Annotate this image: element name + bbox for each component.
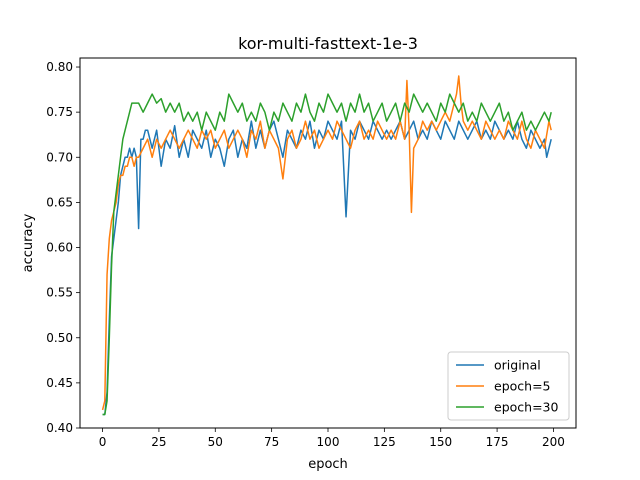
- legend-label-2: epoch=30: [494, 400, 558, 415]
- x-tick-label: 100: [317, 435, 340, 449]
- y-axis: 0.40 0.45 0.50 0.55 0.60 0.65 0.70 0.75 0.80: [46, 60, 80, 435]
- series-line-2: [102, 93, 552, 416]
- x-axis-label: epoch: [308, 457, 348, 472]
- y-tick-label: 0.80: [46, 60, 73, 74]
- y-tick-label: 0.45: [46, 376, 73, 390]
- x-tick-label: 175: [486, 435, 509, 449]
- y-tick-label: 0.40: [46, 421, 73, 435]
- y-tick-label: 0.50: [46, 331, 73, 345]
- series-layer: [101, 75, 552, 416]
- series-line-1: [101, 75, 552, 411]
- y-tick-label: 0.60: [46, 241, 73, 255]
- chart-title: kor-multi-fasttext-1e-3: [238, 34, 418, 53]
- x-tick-label: 200: [542, 435, 565, 449]
- x-tick-label: 0: [99, 435, 107, 449]
- plot-frame: [79, 57, 577, 429]
- y-tick-label: 0.75: [46, 105, 73, 119]
- legend: original epoch=5 epoch=30: [447, 351, 570, 421]
- legend-label-0: original: [494, 358, 541, 373]
- legend-label-1: epoch=5: [494, 379, 551, 394]
- x-tick-label: 25: [151, 435, 166, 449]
- x-tick-label: 150: [429, 435, 452, 449]
- x-tick-label: 50: [208, 435, 223, 449]
- y-tick-label: 0.55: [46, 286, 73, 300]
- y-tick-label: 0.65: [46, 195, 73, 209]
- x-axis: 0 25 50 75 100 125 150 175 200: [99, 428, 565, 449]
- y-axis-label: accuracy: [21, 213, 36, 272]
- x-tick-label: 125: [373, 435, 396, 449]
- x-tick-label: 75: [264, 435, 279, 449]
- legend-box: [447, 351, 570, 421]
- y-tick-label: 0.70: [46, 150, 73, 164]
